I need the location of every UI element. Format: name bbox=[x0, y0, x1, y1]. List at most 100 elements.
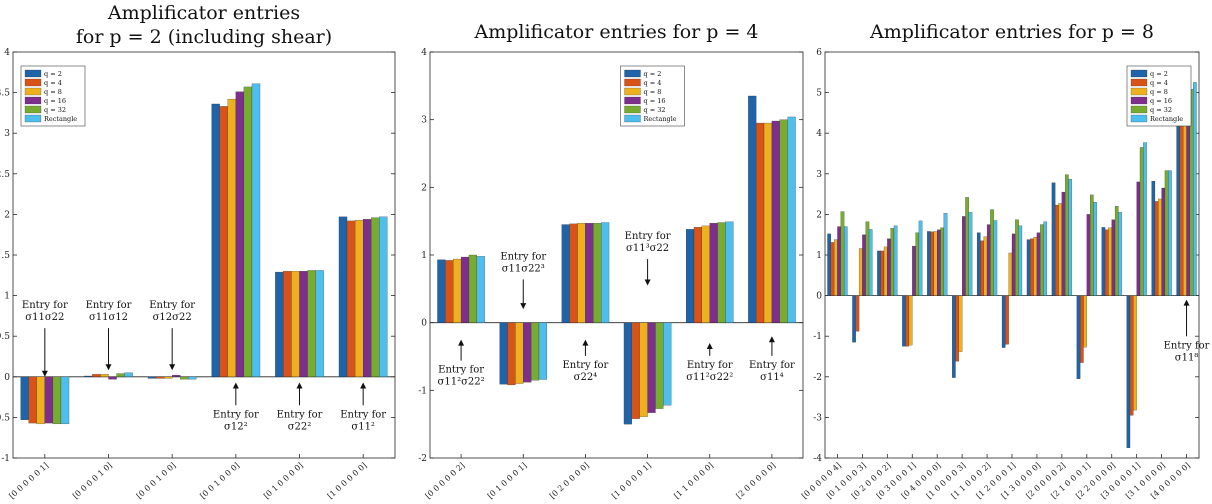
bar-q4-3 bbox=[905, 295, 910, 347]
y-tick-label: -1 bbox=[813, 332, 822, 342]
bar-q8-2 bbox=[883, 246, 888, 296]
y-tick-label: 4 bbox=[816, 129, 822, 139]
bar-q2-2 bbox=[561, 224, 570, 323]
bar-q16-2 bbox=[887, 238, 891, 296]
bar-Rectangle-10 bbox=[1093, 202, 1097, 296]
chart-panel-1: -1 -0.5 0 0.5 1 1.5 2 2.5 3 3.5 4 [0 0 0 0 0 1] [0 0… bbox=[0, 2, 396, 501]
bar-Rectangle-5 bbox=[787, 116, 796, 323]
legend-swatch bbox=[24, 87, 42, 96]
bar-q8-5 bbox=[763, 122, 773, 323]
bar-q4-13 bbox=[1154, 201, 1159, 296]
bar-q2-7 bbox=[1001, 295, 1006, 348]
bar-q4-1 bbox=[92, 374, 101, 377]
bar-q8-4 bbox=[701, 225, 710, 323]
annotation-text: σ22⁴ bbox=[574, 372, 598, 383]
bar-q8-13 bbox=[1158, 198, 1162, 296]
y-tick-label: 3 bbox=[816, 170, 822, 180]
y-tick-label: -2 bbox=[813, 373, 822, 383]
bar-q4-10 bbox=[1080, 295, 1084, 363]
bar-q4-3 bbox=[219, 106, 228, 377]
y-tick-label: 1.5 bbox=[0, 251, 10, 261]
bar-Rectangle-1 bbox=[538, 322, 547, 380]
bar-q16-1 bbox=[862, 234, 866, 296]
bar-q4-7 bbox=[1005, 295, 1009, 345]
bar-q2-4 bbox=[927, 231, 931, 296]
bar-q8-4 bbox=[933, 231, 938, 296]
legend-swatch bbox=[1130, 69, 1148, 78]
y-tick-label: -3 bbox=[813, 413, 822, 423]
bar-q16-0 bbox=[837, 226, 841, 296]
legend-label: q = 4 bbox=[1150, 79, 1168, 87]
arrow-head bbox=[296, 382, 303, 389]
bar-q16-5 bbox=[771, 120, 780, 323]
annotation-text: σ11⁸ bbox=[1175, 352, 1199, 363]
bar-q16-1 bbox=[523, 322, 532, 383]
bar-q16-6 bbox=[986, 224, 991, 296]
bar-q8-5 bbox=[354, 219, 364, 377]
legend-label: q = 8 bbox=[1150, 88, 1168, 96]
y-tick-label: 0 bbox=[4, 373, 10, 383]
bar-q32-1 bbox=[865, 221, 870, 296]
y-tick-label: 0 bbox=[816, 292, 822, 302]
y-tick-label: -0.5 bbox=[0, 413, 10, 423]
bar-q4-4 bbox=[283, 271, 292, 377]
legend-label: q = 32 bbox=[1150, 106, 1172, 114]
bar-Rectangle-13 bbox=[1168, 170, 1172, 296]
annotation-text: Entry for bbox=[625, 231, 671, 242]
legend-label: q = 8 bbox=[44, 88, 62, 96]
legend-swatch bbox=[624, 87, 641, 96]
axes-box bbox=[429, 51, 804, 459]
bar-q2-1 bbox=[499, 322, 508, 385]
bar-q8-3 bbox=[227, 98, 236, 377]
y-tick-label: 6 bbox=[816, 48, 822, 58]
bar-q32-2 bbox=[890, 228, 895, 296]
y-tick-label: 1 bbox=[421, 251, 427, 261]
bar-q32-5 bbox=[371, 217, 380, 377]
x-tick-label: [0 0 0 0 0 1] bbox=[7, 461, 50, 501]
bar-q4-11 bbox=[1104, 229, 1109, 296]
legend-label: q = 2 bbox=[644, 70, 662, 78]
bar-q4-2 bbox=[880, 250, 885, 296]
bar-q32-1 bbox=[530, 322, 540, 381]
bar-Rectangle-14 bbox=[1193, 82, 1197, 296]
bar-q32-3 bbox=[655, 322, 664, 409]
bar-Rectangle-12 bbox=[1143, 142, 1147, 296]
annotation-text: Entry for bbox=[749, 360, 795, 371]
bar-q4-9 bbox=[1055, 204, 1059, 296]
bar-q4-0 bbox=[830, 242, 835, 296]
chart-title: for p = 2 (including shear) bbox=[76, 26, 332, 48]
y-tick-label: -4 bbox=[813, 454, 822, 464]
bar-q2-13 bbox=[1151, 180, 1156, 296]
bar-q8-8 bbox=[1033, 237, 1038, 296]
bar-q4-12 bbox=[1129, 295, 1134, 416]
bar-q4-6 bbox=[980, 240, 984, 296]
bar-q8-1 bbox=[515, 322, 524, 384]
bar-q4-2 bbox=[155, 376, 165, 379]
annotation-text: Entry for bbox=[149, 300, 195, 311]
legend-label: Rectangle bbox=[644, 115, 677, 123]
bar-Rectangle-2 bbox=[601, 222, 610, 323]
bar-q32-2 bbox=[180, 376, 189, 380]
bar-Rectangle-4 bbox=[725, 221, 734, 323]
bar-q32-12 bbox=[1139, 147, 1144, 296]
bar-q8-0 bbox=[453, 258, 462, 323]
bar-q32-1 bbox=[116, 373, 125, 377]
bar-q2-3 bbox=[623, 322, 632, 425]
bar-Rectangle-2 bbox=[893, 225, 898, 296]
annotation-text: Entry for bbox=[500, 251, 546, 262]
bar-q32-7 bbox=[1015, 219, 1019, 296]
bar-q2-3 bbox=[211, 103, 220, 377]
annotation-text: Entry for bbox=[1164, 340, 1210, 351]
bar-q2-5 bbox=[748, 95, 757, 323]
legend-swatch bbox=[1130, 105, 1148, 114]
bar-q32-3 bbox=[243, 86, 253, 377]
legend-swatch bbox=[24, 114, 42, 123]
legend-label: q = 4 bbox=[644, 79, 662, 87]
